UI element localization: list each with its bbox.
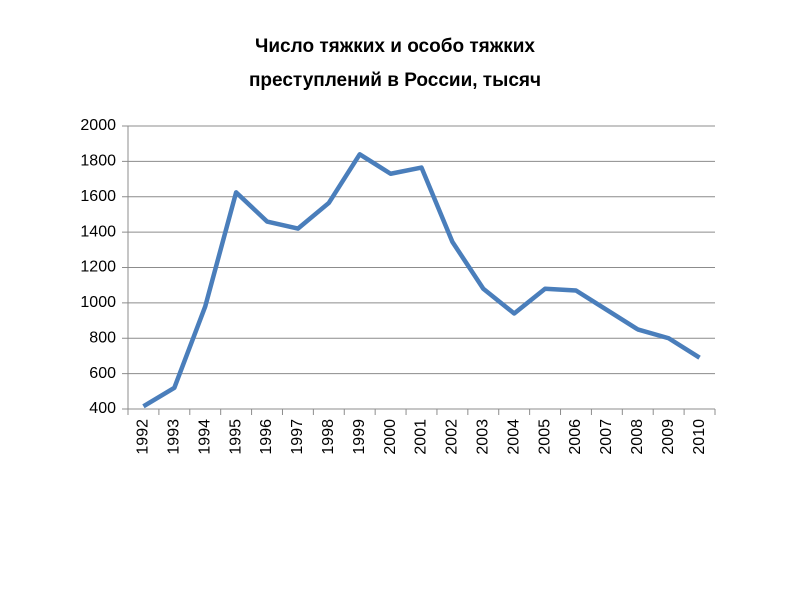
y-tick-label: 1600 (80, 188, 116, 205)
x-tick-label: 1993 (166, 419, 183, 455)
x-tick-label: 1999 (351, 419, 368, 455)
x-tick-label: 2002 (444, 419, 461, 455)
x-tick-label: 1997 (289, 419, 306, 455)
y-tick-label: 2000 (80, 117, 116, 134)
x-tick-label: 1995 (227, 419, 244, 455)
x-tick-label: 2003 (475, 419, 492, 455)
x-tick-label: 2000 (382, 419, 399, 455)
x-tick-label: 2010 (691, 419, 708, 455)
chart-title: Число тяжких и особо тяжких преступлений… (248, 36, 542, 91)
y-tick-label: 1200 (80, 259, 116, 276)
y-tick-label: 1000 (80, 294, 116, 311)
x-tick-label: 2005 (536, 419, 553, 455)
data-line (142, 152, 701, 409)
x-tick-label: 1992 (135, 419, 152, 455)
x-tick-label: 2009 (660, 419, 677, 455)
x-tick-label: 2007 (598, 419, 615, 455)
y-tick-label: 1400 (80, 223, 116, 240)
x-tick-label: 2001 (413, 419, 430, 455)
x-tick-label: 1994 (196, 419, 213, 455)
y-tick-label: 800 (89, 329, 116, 346)
y-tick-label: 600 (89, 365, 116, 382)
x-tick-label: 1998 (320, 419, 337, 455)
x-tick-label: 2004 (505, 419, 522, 455)
y-tick-label: 400 (89, 400, 116, 417)
x-tick-label: 2006 (567, 419, 584, 455)
x-tick-label: 1996 (258, 419, 275, 455)
x-tick-label: 2008 (629, 419, 646, 455)
y-tick-label: 1800 (80, 153, 116, 170)
